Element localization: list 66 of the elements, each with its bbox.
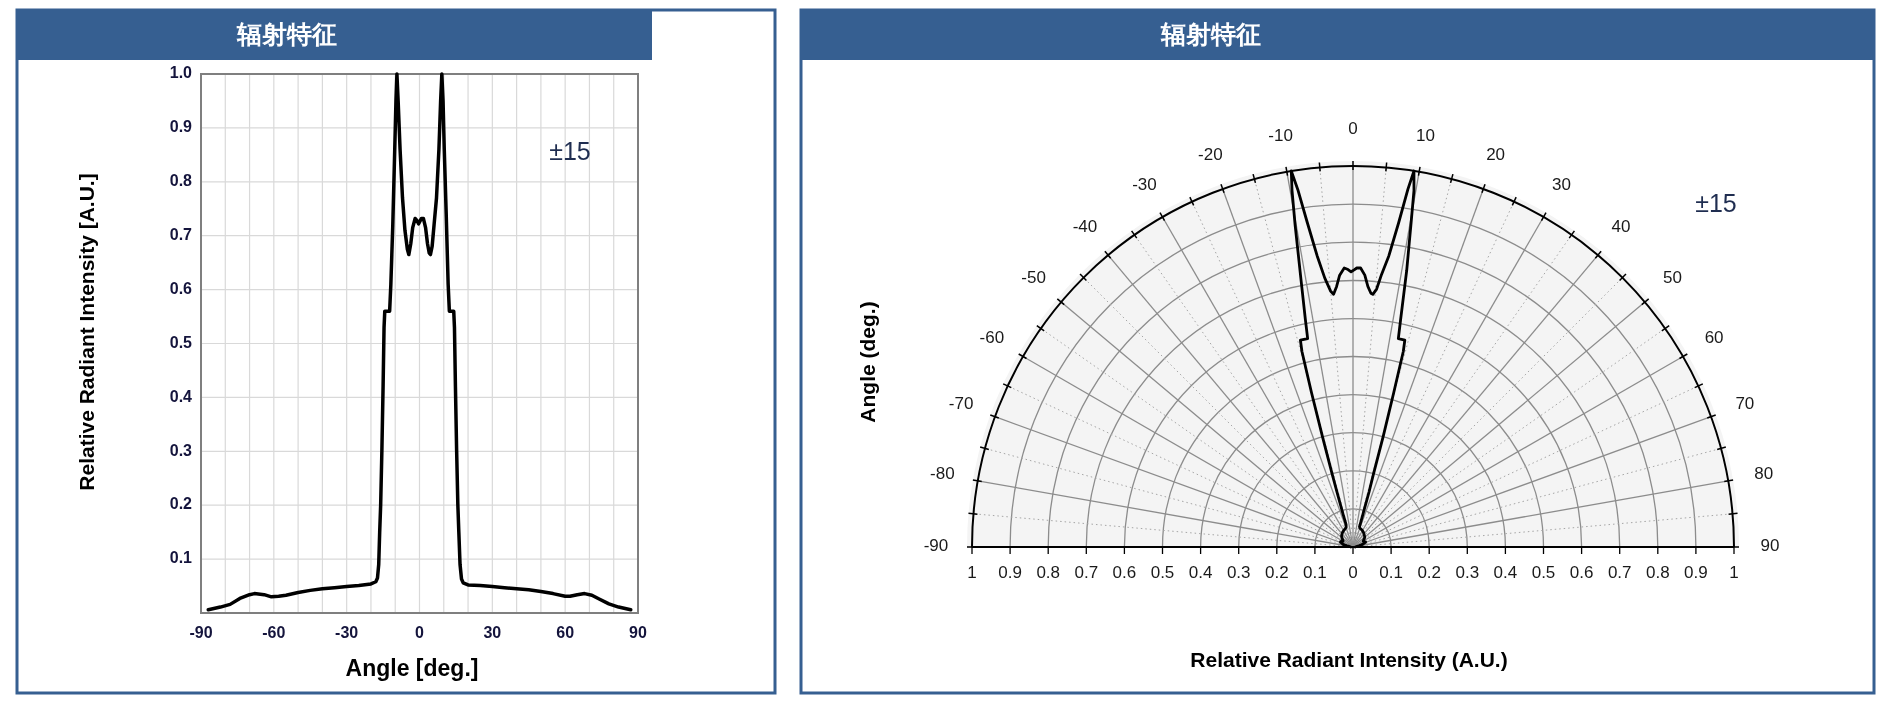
x-tick-label: 0.3	[1226, 563, 1251, 583]
x-tick-label: 60	[556, 624, 575, 642]
x-tick-label: 0.4	[1188, 563, 1213, 583]
x-tick-label: 30	[483, 624, 502, 642]
x-tick-label: -30	[335, 624, 359, 642]
x-tick-label: 0.2	[1264, 563, 1289, 583]
y-tick-label: 0.2	[169, 495, 193, 513]
x-tick-label: 0.7	[1607, 563, 1632, 583]
x-tick-label: 1	[1729, 563, 1739, 583]
x-tick-label: 0.4	[1493, 563, 1518, 583]
annotation: -60	[979, 327, 1005, 347]
text: 80	[1754, 464, 1774, 484]
text: 10	[1415, 125, 1435, 145]
y-tick-label: 1.0	[169, 64, 193, 82]
y-axis-title: Angle (deg.)	[855, 301, 879, 423]
x-tick-label: 0.3	[1455, 563, 1480, 583]
x-tick-label: 0.9	[998, 563, 1022, 583]
annotation: 60	[1704, 327, 1724, 347]
text: 70	[1735, 393, 1755, 413]
chart-title: 辐射特征	[1160, 20, 1261, 49]
x-tick-label: 0	[1348, 563, 1358, 583]
y-tick-label: 0.4	[169, 387, 193, 405]
chart-title: 辐射特征	[236, 20, 337, 49]
x-tick-label: 0.8	[1645, 563, 1670, 583]
x-tick-label: 1	[967, 563, 977, 583]
y-tick-label: 0.1	[169, 549, 193, 567]
x-tick-label: 0.2	[1417, 563, 1442, 583]
x-tick-label: -60	[262, 624, 286, 642]
y-axis-title: Relative Radiant Intensity [A.U.]	[74, 173, 98, 491]
annotation: ±15	[549, 136, 591, 165]
x-tick-label: 0.5	[1150, 563, 1175, 583]
y-tick-label: 0.3	[169, 441, 193, 459]
y-tick-label: 0.7	[169, 225, 193, 243]
annotation: 30	[1552, 175, 1571, 195]
x-tick-label: 0.8	[1036, 563, 1061, 583]
y-tick-label: 0.6	[169, 279, 193, 297]
x-tick-label: 0.1	[1379, 563, 1403, 583]
text: 90	[1760, 536, 1780, 556]
x-tick-label: -90	[189, 624, 213, 642]
text: -10	[1268, 125, 1293, 145]
annotation: -50	[1021, 268, 1046, 288]
annotation: -40	[1072, 217, 1098, 237]
x-axis-title: Relative Radiant Intensity (A.U.)	[1190, 647, 1508, 671]
text: -80	[930, 464, 955, 484]
annotation: 50	[1662, 268, 1682, 288]
x-tick-label: 0.1	[1303, 563, 1327, 583]
x-tick-label: 0.6	[1569, 563, 1594, 583]
x-tick-label: 0	[415, 624, 425, 642]
annotation: -30	[1132, 175, 1157, 195]
annotation: ±15	[1695, 188, 1737, 217]
y-tick-label: 0.8	[169, 172, 193, 190]
x-axis-title: Angle [deg.]	[345, 655, 479, 682]
line-series	[206, 72, 633, 612]
x-tick-label: 90	[629, 624, 647, 642]
text: 20	[1486, 144, 1506, 164]
x-tick-label: 0.5	[1531, 563, 1556, 583]
x-tick-label: 0.9	[1684, 563, 1708, 583]
y-tick-label: 0.9	[169, 118, 193, 136]
x-tick-label: 0.6	[1112, 563, 1137, 583]
text: -90	[923, 536, 949, 556]
x-tick-label: 0.7	[1074, 563, 1099, 583]
annotation: 40	[1611, 217, 1631, 237]
annotation: -70	[948, 393, 974, 413]
text: 0	[1348, 119, 1358, 139]
y-tick-label: 0.5	[169, 333, 193, 351]
text: -20	[1198, 144, 1223, 164]
